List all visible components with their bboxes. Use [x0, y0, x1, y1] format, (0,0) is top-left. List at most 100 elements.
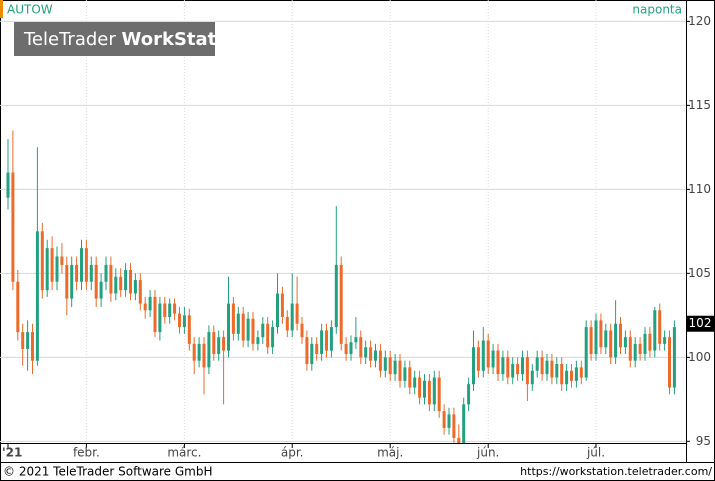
- candle-body: [256, 337, 260, 344]
- candle-body: [109, 264, 113, 294]
- candle-body: [648, 333, 652, 351]
- candle-body: [579, 367, 583, 378]
- x-tick-label: máj.: [377, 446, 403, 460]
- candle-body: [457, 437, 461, 443]
- candle-body: [222, 337, 226, 351]
- candle-body: [178, 313, 181, 328]
- candle-body: [11, 172, 15, 282]
- candle-body: [516, 364, 520, 375]
- candle-body: [187, 315, 191, 344]
- candle-body: [418, 377, 422, 398]
- candle-body: [476, 347, 480, 371]
- candle-body: [472, 347, 475, 385]
- candle-body: [550, 360, 554, 378]
- candle-body: [138, 280, 142, 304]
- candle-body: [501, 357, 505, 375]
- candle-body: [638, 343, 642, 354]
- candle-body: [84, 248, 88, 282]
- candle-body: [491, 350, 495, 368]
- candle-body: [432, 377, 436, 405]
- candle-body: [467, 384, 471, 405]
- ticker: AUTOW: [7, 3, 53, 17]
- candle-body: [658, 310, 662, 344]
- candle-body: [271, 327, 275, 348]
- candle-body: [35, 231, 39, 361]
- source-url: https://workstation.teletrader.com/: [520, 465, 712, 478]
- y-tick-label: 105: [688, 266, 711, 280]
- candle-body: [614, 323, 618, 358]
- candle-body: [246, 318, 250, 341]
- candle-body: [423, 380, 426, 398]
- candle-body: [334, 264, 338, 328]
- candle-body: [70, 264, 74, 299]
- candle-body: [525, 357, 529, 385]
- candle-body: [45, 248, 49, 291]
- candle-body: [55, 256, 59, 282]
- candle-body: [408, 367, 412, 388]
- candle-body: [31, 332, 34, 361]
- candle-body: [643, 333, 647, 354]
- candle-body: [158, 303, 162, 333]
- candle-body: [80, 248, 83, 282]
- candle-body: [320, 330, 324, 354]
- interval: naponta: [632, 3, 682, 17]
- candle-body: [290, 303, 294, 331]
- y-tick-label: 120: [688, 14, 711, 28]
- candle-body: [672, 327, 676, 388]
- candle-body: [545, 360, 549, 375]
- candle-body: [285, 317, 289, 331]
- candle-body: [202, 343, 206, 368]
- candle-body: [280, 293, 284, 318]
- candle-body: [329, 327, 333, 351]
- candle-body: [599, 320, 603, 348]
- candle-body: [511, 364, 515, 378]
- candle-body: [393, 360, 397, 375]
- candle-body: [530, 370, 534, 385]
- candle-body: [374, 350, 377, 361]
- candle-body: [182, 315, 186, 328]
- candle-body: [378, 350, 382, 371]
- candle-body: [452, 414, 456, 438]
- candle-body: [40, 231, 44, 291]
- candle-body: [447, 414, 451, 428]
- candle-body: [383, 357, 387, 371]
- candle-body: [231, 303, 235, 334]
- y-tick-label: 100: [688, 350, 711, 364]
- candle-body: [26, 332, 30, 349]
- candle-body: [555, 364, 559, 378]
- candle-body: [217, 337, 221, 354]
- x-tick-label: ápr.: [281, 446, 304, 460]
- candle-body: [413, 377, 417, 388]
- candle-body: [261, 323, 265, 338]
- candle-body: [619, 323, 622, 348]
- last-price-box: [687, 315, 714, 332]
- candle-body: [133, 280, 137, 294]
- candle-body: [227, 303, 230, 351]
- candle-body: [663, 337, 667, 344]
- candle-body: [6, 172, 10, 198]
- candle-body: [236, 313, 240, 334]
- candle-body: [21, 332, 25, 349]
- candle-body: [388, 357, 392, 375]
- y-tick-label: 115: [688, 98, 711, 112]
- candle-body: [628, 337, 632, 361]
- candle-body: [623, 337, 627, 348]
- copyright: © 2021 TeleTrader Software GmbH: [3, 465, 213, 479]
- candle-body: [192, 343, 196, 361]
- candle-body: [276, 293, 279, 328]
- candle-body: [442, 411, 446, 428]
- candle-body: [369, 347, 373, 361]
- candle-body: [521, 357, 524, 375]
- watermark-bold: WorkStation: [122, 29, 248, 50]
- candle-body: [462, 404, 466, 443]
- candle-body: [570, 370, 573, 381]
- candle-body: [560, 364, 564, 385]
- candle-body: [305, 337, 309, 365]
- candle-body: [197, 343, 201, 361]
- candle-body: [114, 276, 118, 294]
- candle-body: [251, 318, 255, 344]
- candle-body: [325, 330, 328, 351]
- x-tick-label: '21: [2, 446, 22, 460]
- candle-body: [143, 303, 147, 311]
